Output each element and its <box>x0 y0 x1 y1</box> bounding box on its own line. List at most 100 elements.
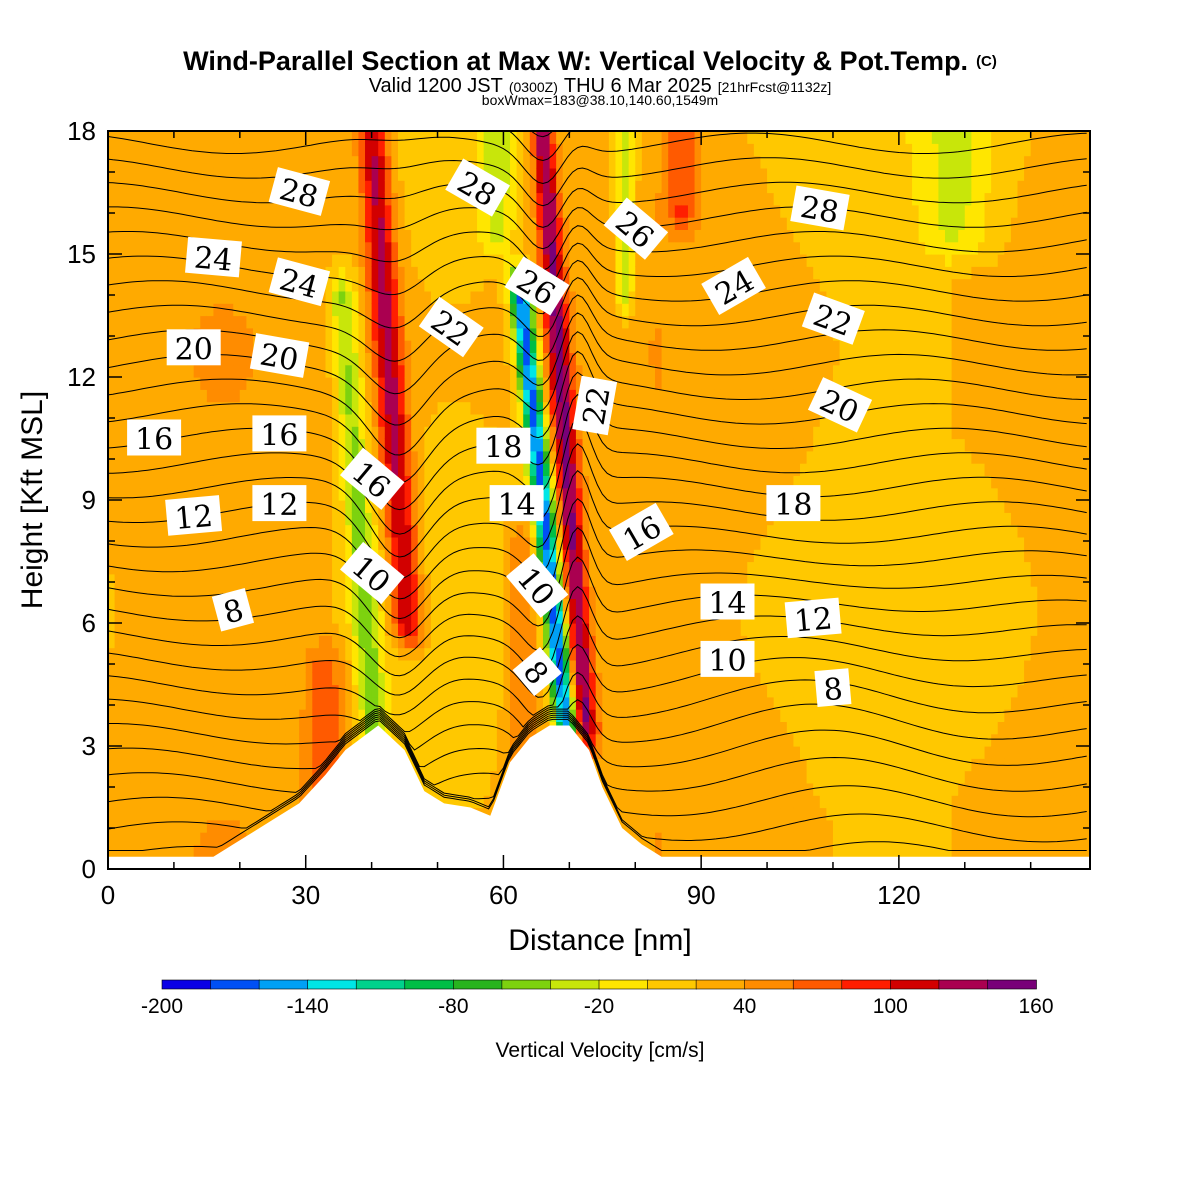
heat-cell <box>417 733 425 747</box>
heat-cell <box>226 180 234 194</box>
heat-cell <box>325 721 333 735</box>
heat-cell <box>365 377 373 390</box>
heat-cell <box>285 770 294 784</box>
heat-cell <box>371 696 379 710</box>
heat-cell <box>602 610 610 624</box>
heat-cell <box>154 782 162 796</box>
heat-cell <box>147 819 155 833</box>
heat-cell <box>391 192 399 206</box>
heat-cell <box>622 500 630 513</box>
heat-cell <box>477 500 485 513</box>
heat-cell <box>239 819 247 833</box>
heat-cell <box>279 401 287 415</box>
heat-cell <box>167 364 175 378</box>
heat-cell <box>332 143 340 157</box>
heat-cell <box>292 303 300 317</box>
heat-cell <box>318 377 327 390</box>
heat-cell <box>477 561 485 575</box>
heat-cell <box>305 623 313 636</box>
heat-cell <box>404 696 412 710</box>
heat-cell <box>562 524 570 538</box>
heat-cell <box>154 536 162 550</box>
heat-cell <box>641 659 650 673</box>
heat-cell <box>325 524 333 538</box>
heat-cell <box>114 401 122 415</box>
heat-cell <box>332 364 340 378</box>
heat-cell <box>615 795 623 809</box>
heat-cell <box>351 340 360 353</box>
heat-cell <box>160 155 168 169</box>
heat-cell <box>252 290 261 304</box>
heat-cell <box>549 167 557 181</box>
heat-cell <box>424 733 432 747</box>
heat-cell <box>542 536 551 550</box>
heat-cell <box>259 586 267 599</box>
heat-cell <box>220 131 228 144</box>
heat-cell <box>404 721 412 735</box>
heat-cell <box>220 709 228 722</box>
heat-cell <box>397 672 406 686</box>
heat-cell <box>108 401 116 415</box>
heat-cell <box>134 303 142 317</box>
heat-cell <box>338 143 346 157</box>
heat-cell <box>220 229 228 243</box>
heat-cell <box>615 389 623 403</box>
heat-cell <box>200 635 208 649</box>
heat-cell <box>292 696 300 710</box>
heat-cell <box>279 536 287 550</box>
heat-cell <box>160 709 168 722</box>
heat-cell <box>206 143 215 157</box>
heat-cell <box>391 413 399 427</box>
heat-cell <box>134 500 142 513</box>
heat-cell <box>259 721 267 735</box>
heat-cell <box>404 635 412 649</box>
heat-cell <box>299 635 307 649</box>
heat-cell <box>239 659 247 673</box>
heat-cell <box>173 746 182 759</box>
heat-cell <box>180 647 188 661</box>
heat-cell <box>556 192 564 206</box>
heat-cell <box>266 241 274 255</box>
heat-cell <box>615 758 623 772</box>
heat-cell <box>345 659 353 673</box>
heat-cell <box>404 450 412 464</box>
heat-cell <box>285 217 294 230</box>
heat-cell <box>285 204 294 218</box>
heat-cell <box>193 155 201 169</box>
heat-cell <box>457 131 465 144</box>
heat-cell <box>187 290 195 304</box>
heat-cell <box>108 610 116 624</box>
heat-cell <box>635 352 643 366</box>
heat-cell <box>220 143 228 157</box>
heat-cell <box>121 647 129 661</box>
heat-cell <box>582 303 590 317</box>
heat-cell <box>252 746 261 759</box>
heat-cell <box>272 143 280 157</box>
heat-cell <box>641 204 650 218</box>
heat-cell <box>635 438 643 452</box>
heat-cell <box>457 303 465 317</box>
heat-cell <box>121 782 129 796</box>
heat-cell <box>437 549 445 563</box>
heat-cell <box>430 524 439 538</box>
heat-cell <box>602 770 610 784</box>
heat-cell <box>437 610 445 624</box>
heat-cell <box>121 832 129 845</box>
heat-cell <box>173 832 182 845</box>
heat-cell <box>628 573 636 587</box>
heat-cell <box>648 167 656 181</box>
heat-cell <box>351 610 360 624</box>
heat-cell <box>252 180 261 194</box>
heat-cell <box>160 487 168 501</box>
heat-cell <box>114 709 122 722</box>
heat-cell <box>345 155 353 169</box>
heat-cell <box>404 610 412 624</box>
heat-cell <box>193 180 201 194</box>
heat-cell <box>463 746 472 759</box>
heat-cell <box>622 426 630 440</box>
heat-cell <box>655 721 663 735</box>
heat-cell <box>437 217 445 230</box>
heat-cell <box>391 512 399 526</box>
heat-cell <box>213 131 221 144</box>
heat-cell <box>206 635 215 649</box>
